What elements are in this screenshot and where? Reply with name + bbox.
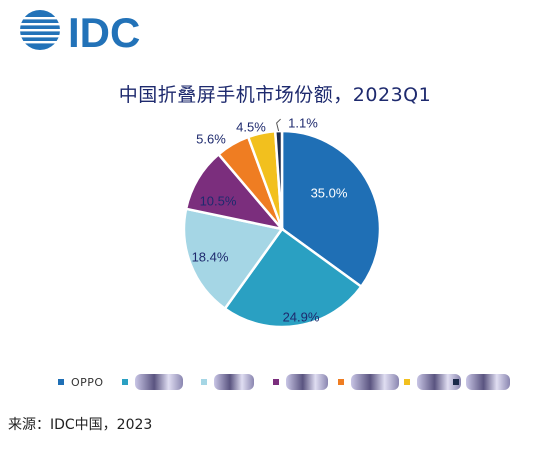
legend-swatch xyxy=(273,379,279,385)
legend-label-redacted xyxy=(417,374,461,390)
legend-item-7 xyxy=(453,372,510,392)
legend-item-3 xyxy=(201,372,254,392)
legend-item-2 xyxy=(122,372,183,392)
slice-label-4: 10.5% xyxy=(200,193,237,208)
legend-swatch xyxy=(453,379,459,385)
slice-label-3: 18.4% xyxy=(192,249,229,264)
pie-slice-1 xyxy=(280,129,382,289)
slice-label-6: 4.5% xyxy=(236,119,266,134)
legend-item-4 xyxy=(273,372,328,392)
legend-label-redacted xyxy=(351,374,399,390)
legend-item-5 xyxy=(338,372,399,392)
pie-slice-2 xyxy=(223,227,364,329)
legend-label-redacted xyxy=(214,374,254,390)
slice-label-7: 1.1% xyxy=(288,115,318,130)
legend-label-redacted xyxy=(466,374,510,390)
legend-item-6 xyxy=(404,372,461,392)
globe-icon xyxy=(18,10,62,50)
legend-swatch xyxy=(122,379,128,385)
legend-swatch xyxy=(338,379,344,385)
legend-swatch xyxy=(404,379,410,385)
legend: OPPO xyxy=(58,372,538,392)
source-note: 来源：IDC中国，2023 xyxy=(8,417,153,433)
chart-title: 中国折叠屏手机市场份额，2023Q1 xyxy=(118,84,432,106)
legend-swatch xyxy=(201,379,207,385)
legend-label-redacted xyxy=(135,374,183,390)
legend-label-redacted xyxy=(286,374,328,390)
legend-item-1: OPPO xyxy=(58,372,104,392)
pie-slice-3 xyxy=(182,207,285,311)
slice-label-2: 24.9% xyxy=(283,309,320,324)
slice-label-1: 35.0% xyxy=(311,185,348,200)
slice-label-5: 5.6% xyxy=(196,131,226,146)
idc-logo: IDC xyxy=(18,9,140,52)
leader-line xyxy=(276,118,281,132)
logo-text: IDC xyxy=(68,9,140,52)
legend-label: OPPO xyxy=(71,375,104,389)
legend-swatch xyxy=(58,379,64,385)
